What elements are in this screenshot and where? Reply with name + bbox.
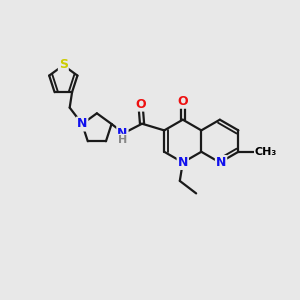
Text: S: S [59,58,68,70]
Text: N: N [77,118,87,130]
Text: H: H [118,135,127,145]
Text: N: N [117,127,128,140]
Text: O: O [135,98,146,111]
Text: O: O [178,95,188,108]
Text: N: N [178,156,188,169]
Text: N: N [216,156,226,169]
Text: CH₃: CH₃ [255,147,277,157]
